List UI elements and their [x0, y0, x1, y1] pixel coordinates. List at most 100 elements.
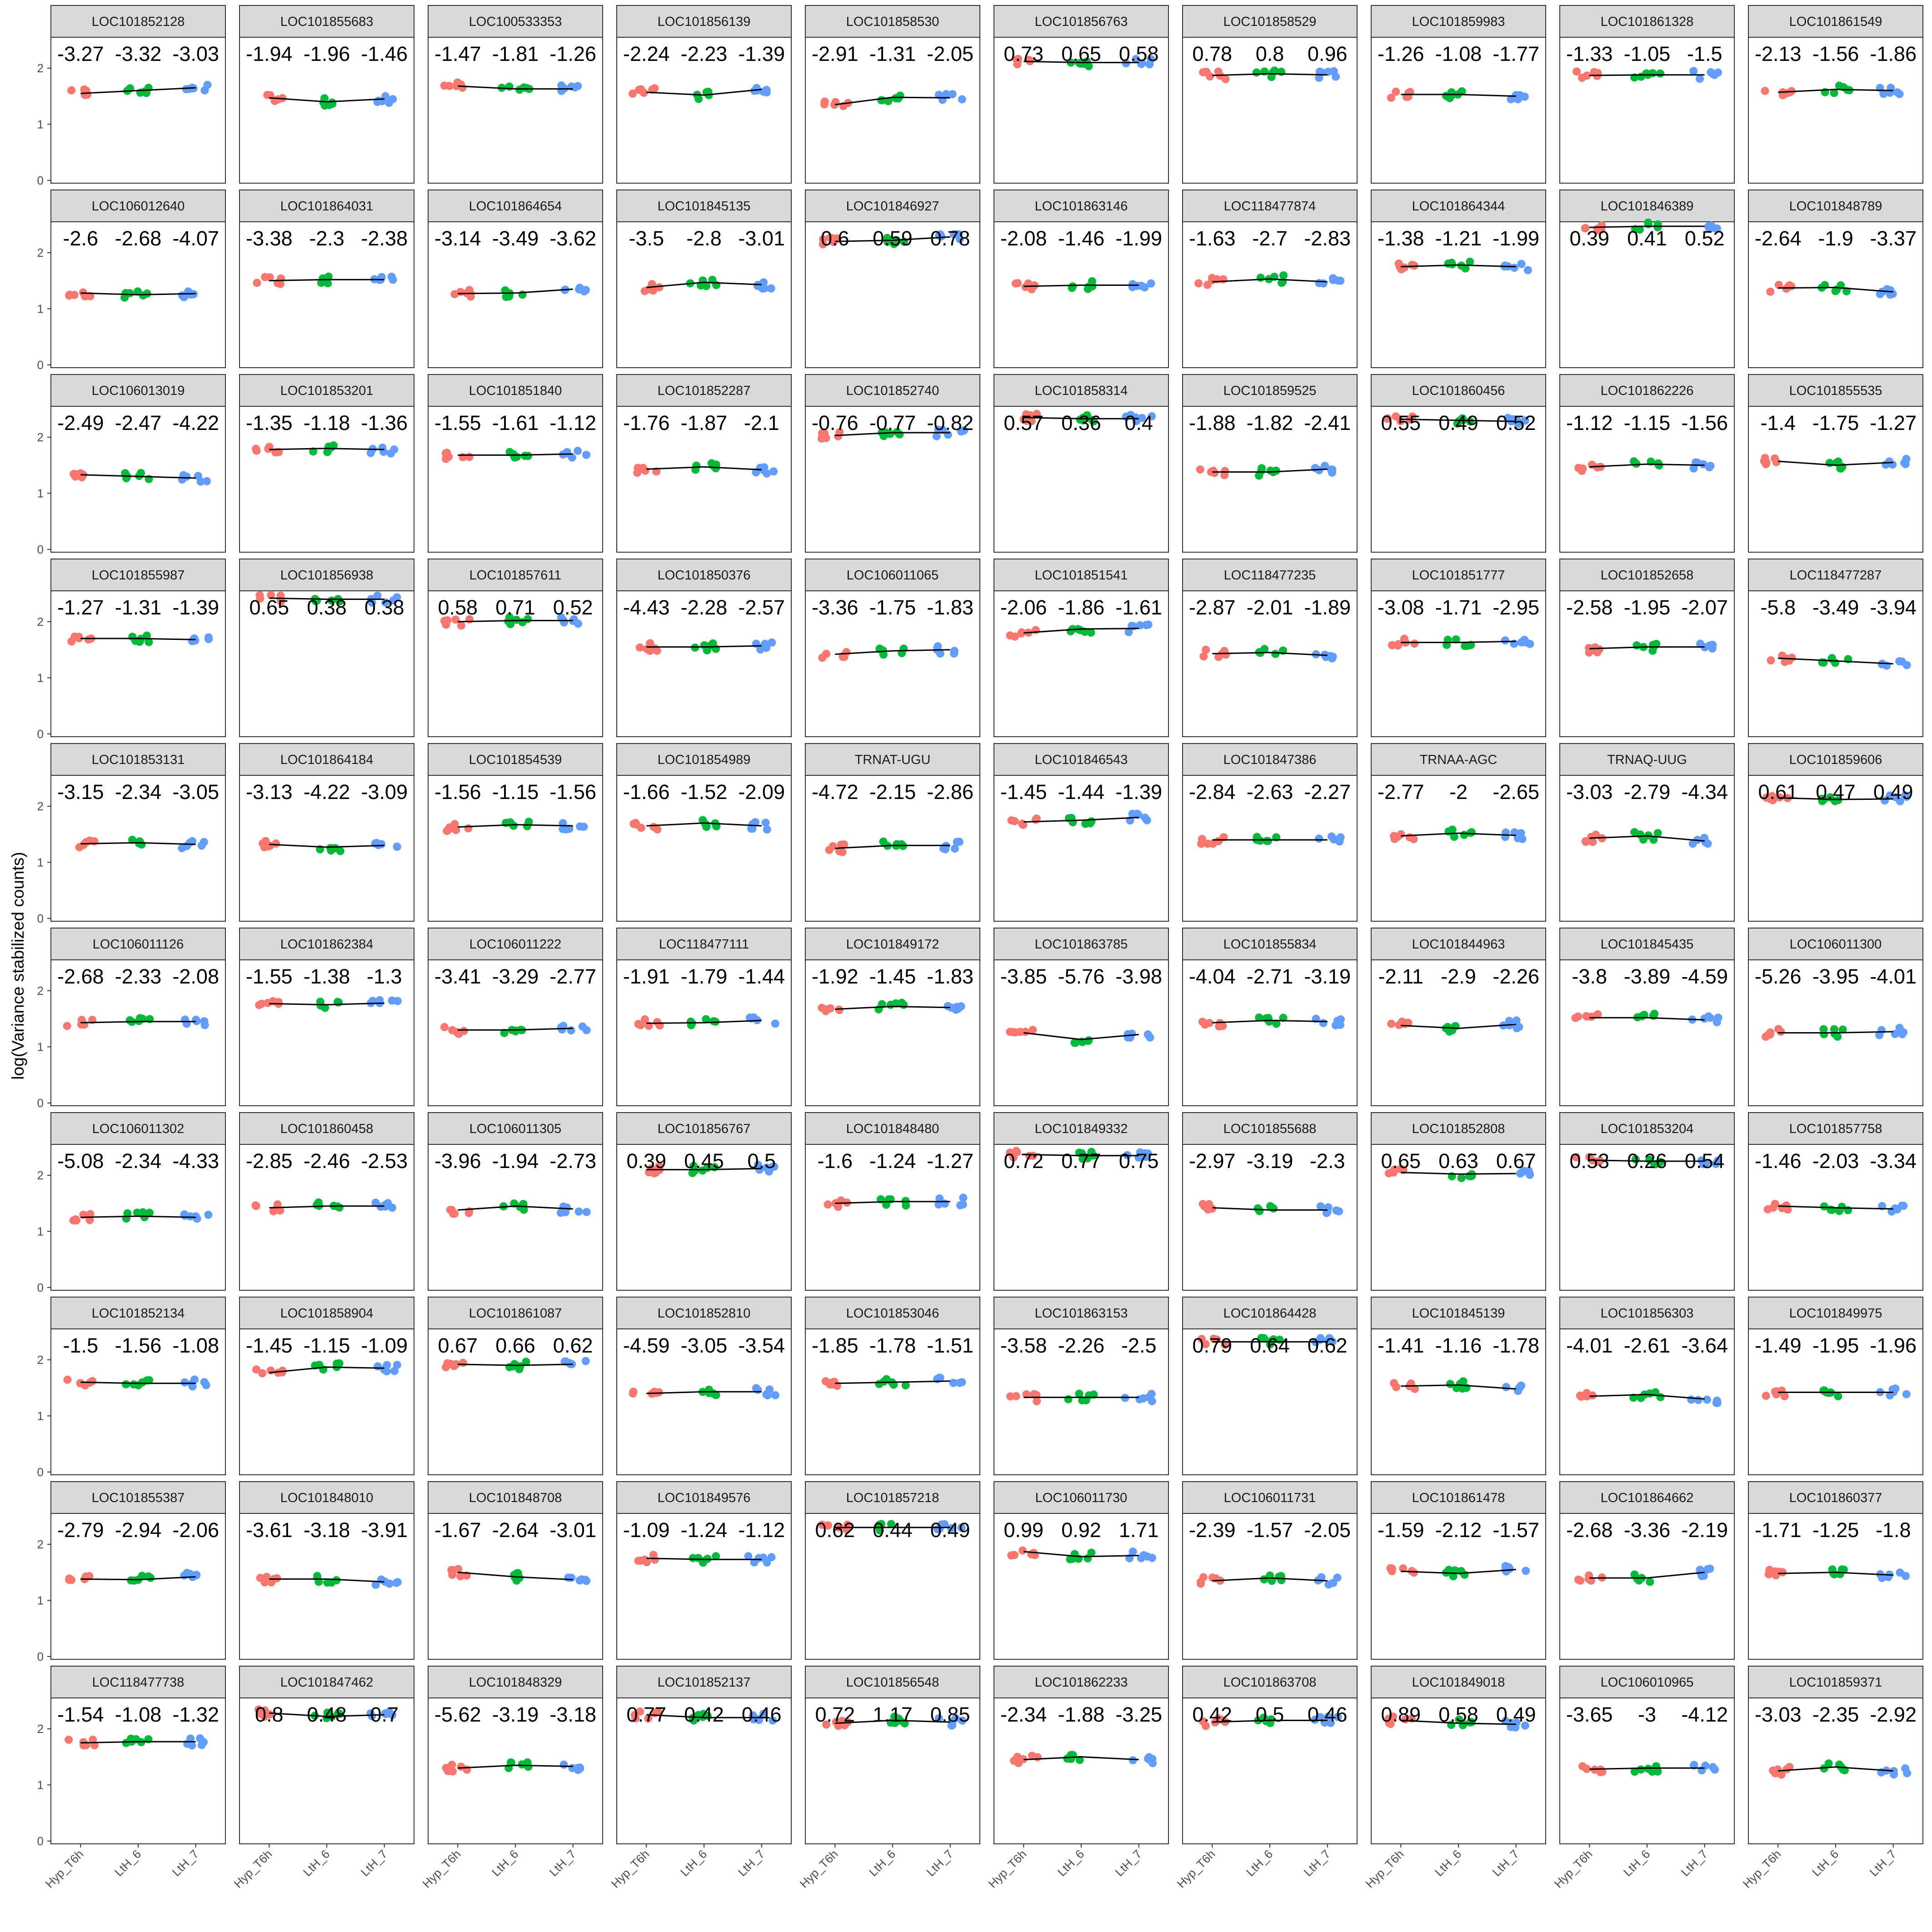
mean-line	[646, 1391, 762, 1394]
facet-strip-label: LOC101852134	[92, 1306, 185, 1321]
data-point	[1279, 271, 1288, 280]
stat-label: -2.3	[1310, 1149, 1345, 1173]
data-point	[653, 1018, 662, 1026]
stat-label: -1.45	[1000, 780, 1047, 804]
facet-strip	[616, 5, 792, 38]
stat-label: -2.46	[304, 1149, 350, 1173]
stat-label: -1.67	[434, 1518, 481, 1542]
data-point	[1830, 1570, 1838, 1578]
data-point	[1396, 1165, 1405, 1173]
stat-label: 0.7	[370, 1703, 399, 1726]
data-point	[1143, 1754, 1152, 1763]
stat-label: -1.71	[1435, 596, 1482, 619]
panel-border	[616, 1513, 792, 1660]
data-point	[1505, 1017, 1513, 1025]
data-point	[1842, 287, 1851, 295]
data-point	[1889, 1767, 1898, 1775]
facet-strip	[1748, 1666, 1923, 1698]
stat-label: -1.32	[172, 1703, 219, 1726]
data-point	[197, 841, 206, 850]
stat-label: -1.38	[304, 965, 350, 988]
stat-label: -1.87	[681, 411, 728, 434]
facet-panel: LOC101853204 0.53 0.26 0.54	[1559, 1112, 1735, 1291]
data-point	[1316, 1202, 1325, 1211]
data-point	[514, 1569, 522, 1578]
y-tick-label: 2	[37, 984, 44, 998]
stat-label: -2.92	[1870, 1703, 1917, 1726]
stat-label: -3.34	[1870, 1149, 1917, 1173]
facet-strip-label: LOC101845139	[1412, 1306, 1505, 1321]
stat-label: -2.24	[623, 42, 670, 65]
data-point	[1689, 67, 1698, 75]
mean-line	[835, 96, 950, 105]
stat-label: -1.41	[1378, 1334, 1424, 1357]
mean-line	[269, 1205, 384, 1208]
data-point	[309, 447, 318, 456]
facet-panel: LOC101864344 -1.38 -1.21 -1.99	[1371, 190, 1546, 368]
data-point	[185, 839, 194, 847]
data-point	[1837, 464, 1845, 473]
facet-strip-label: LOC101863708	[1223, 1675, 1317, 1690]
data-point	[1333, 1712, 1342, 1721]
data-point	[464, 824, 473, 833]
facet-panel: LOC101859525 -1.88 -1.82 -2.41	[1182, 374, 1358, 553]
data-point	[581, 1357, 590, 1365]
stat-label: -3.65	[1566, 1703, 1613, 1726]
facet-panel: LOC101864184 -3.13 -4.22 -3.09	[239, 743, 414, 922]
stat-label: -3.03	[1755, 1703, 1802, 1726]
data-point	[1328, 469, 1336, 477]
facet-panel: LOC101860458 -2.85 -2.46 -2.53	[239, 1112, 414, 1291]
mean-line	[1212, 1719, 1328, 1723]
stat-label: -2.11	[1378, 965, 1423, 988]
data-point	[335, 1359, 344, 1368]
facet-strip-label: LOC101860456	[1412, 384, 1505, 398]
facet-strip	[428, 1112, 603, 1145]
facet-strip	[993, 1297, 1169, 1329]
facet-panel: LOC101863785 -3.85 -5.76 -3.98	[993, 928, 1169, 1106]
data-point	[1593, 1010, 1602, 1018]
mean-line	[646, 89, 762, 96]
data-point	[253, 279, 261, 287]
panel-border	[993, 1697, 1169, 1844]
data-point	[876, 1526, 884, 1535]
stat-label: -2.6	[63, 227, 99, 250]
mean-line	[458, 1363, 573, 1366]
y-tick-label: 1	[37, 302, 44, 315]
facet-strip	[50, 374, 226, 407]
data-point	[1260, 1575, 1268, 1584]
data-point	[1771, 1769, 1780, 1777]
data-point	[1148, 1397, 1156, 1405]
stat-label: 0.52	[553, 596, 593, 619]
data-point	[1514, 1387, 1523, 1395]
data-point	[1388, 1564, 1397, 1573]
stat-label: 0.79	[1192, 1334, 1232, 1357]
data-point	[1649, 835, 1658, 844]
y-tick-label: 2	[37, 430, 44, 444]
data-point	[1327, 1719, 1335, 1727]
facet-panel: LOC101861087 0.67 0.66 0.62	[428, 1297, 603, 1475]
data-point	[523, 1758, 532, 1767]
stat-label: -3.58	[1000, 1334, 1047, 1357]
data-point	[443, 449, 451, 457]
panel-border	[1559, 775, 1735, 922]
data-point	[825, 846, 834, 854]
data-point	[65, 290, 74, 299]
facet-strip-label: TRNAT-UGU	[854, 753, 930, 767]
data-point	[689, 1554, 697, 1563]
data-point	[1466, 257, 1474, 266]
mean-line	[1401, 94, 1516, 97]
mean-line	[1589, 646, 1705, 649]
data-point	[512, 453, 521, 461]
facet-strip-label: LOC101858530	[846, 15, 939, 29]
data-point	[194, 472, 202, 480]
mean-line	[80, 638, 196, 640]
mean-line	[80, 1215, 196, 1218]
stat-label: -4.34	[1681, 780, 1728, 804]
stat-label: -5.62	[434, 1703, 481, 1726]
data-point	[1141, 814, 1149, 822]
data-point	[564, 1573, 573, 1582]
data-point	[1522, 1567, 1530, 1575]
stat-label: -1.27	[57, 596, 104, 619]
panel-border	[616, 37, 792, 184]
